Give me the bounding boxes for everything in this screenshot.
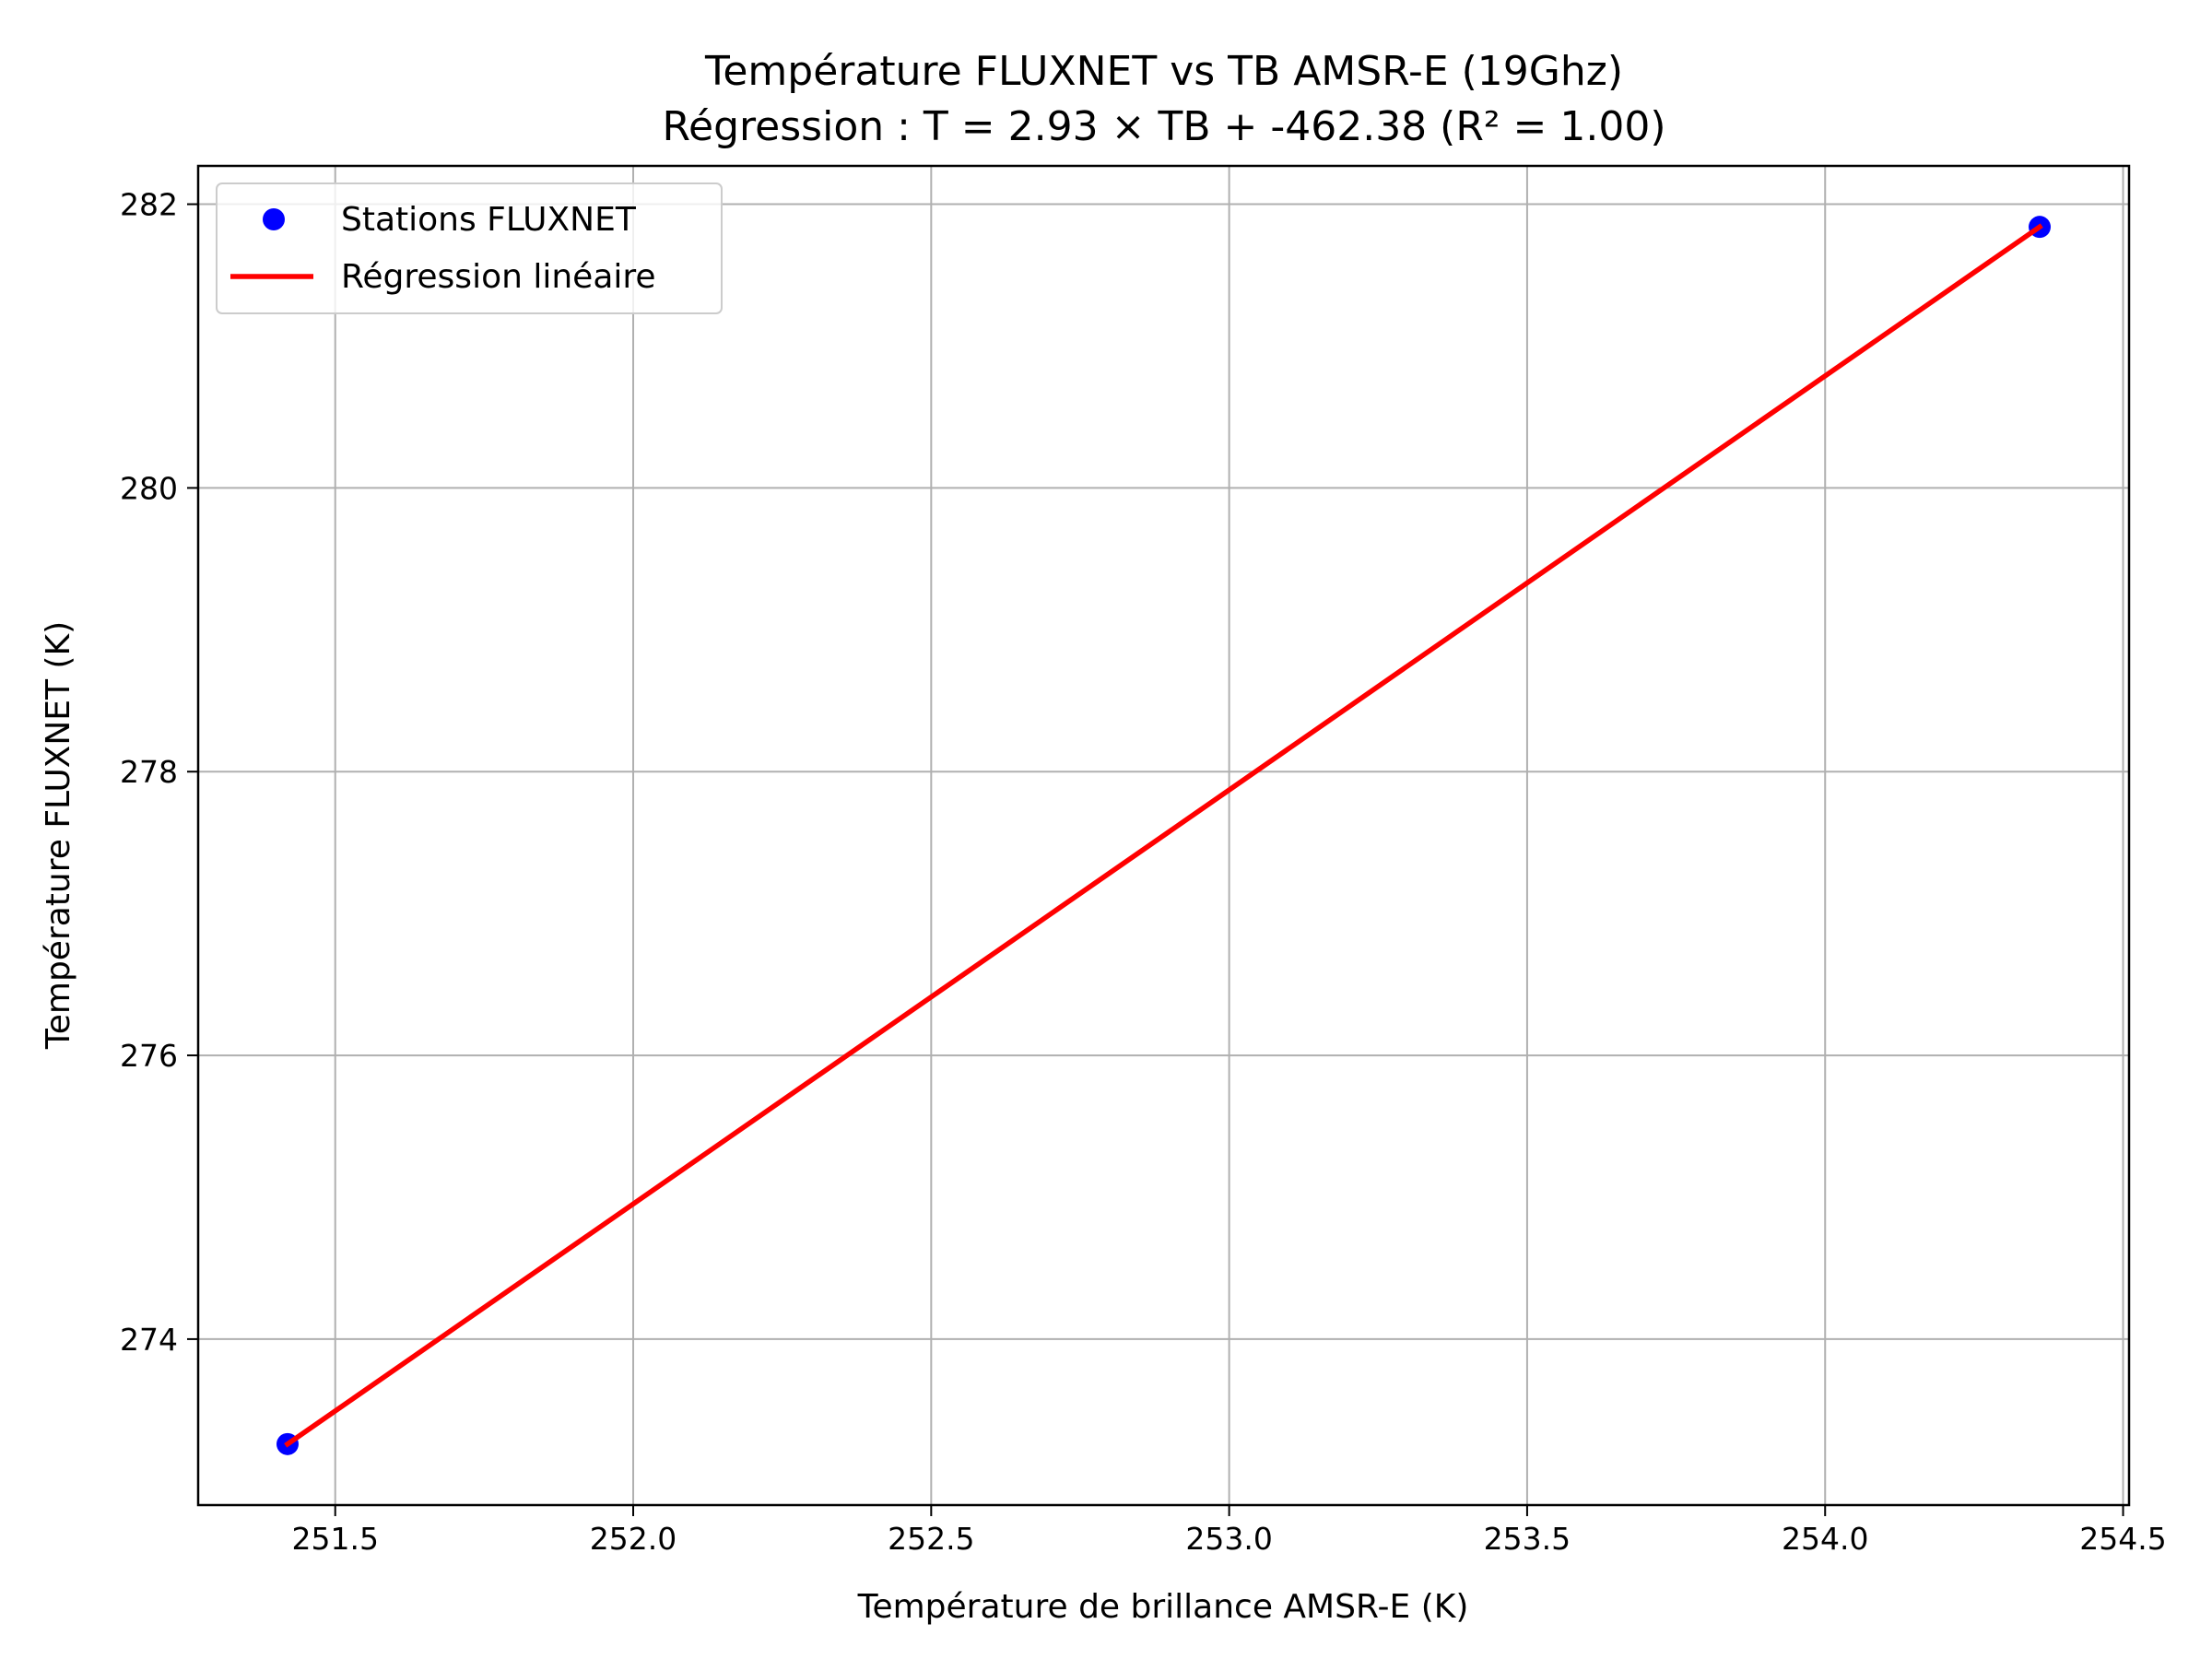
y-tick-label: 276	[120, 1038, 178, 1074]
legend-label-stations: Stations FLUXNET	[341, 201, 637, 239]
x-tick-label: 254.0	[1782, 1521, 1868, 1557]
regression-line	[284, 223, 2043, 1448]
x-tick-label: 252.5	[888, 1521, 974, 1557]
x-tick-label: 251.5	[291, 1521, 378, 1557]
x-tick-label: 254.5	[2079, 1521, 2166, 1557]
y-axis-label: Température FLUXNET (K)	[40, 621, 77, 1050]
y-tick-label: 280	[120, 470, 178, 506]
grid	[198, 166, 2129, 1505]
plot-series	[276, 216, 2052, 1455]
legend-box	[216, 182, 723, 314]
x-tick-label: 253.5	[1484, 1521, 1571, 1557]
plot-frame	[196, 164, 2131, 1507]
legend-marker-stations	[263, 208, 285, 230]
legend: Stations FLUXNET Régression linéaire	[216, 182, 723, 314]
chart-title: Température FLUXNET vs TB AMSR-E (19Ghz)	[704, 48, 1623, 95]
x-tick-label: 253.0	[1185, 1521, 1272, 1557]
axis-ticks: 251.5 252.0 252.5 253.0 253.5 254.0 254.5 274 27…	[120, 187, 2167, 1557]
chart-subtitle: Régression : T = 2.93 × TB + -462.38 (R²…	[662, 103, 1665, 150]
legend-label-regression: Régression linéaire	[341, 258, 656, 296]
x-tick-label: 252.0	[590, 1521, 677, 1557]
y-tick-label: 274	[120, 1322, 178, 1358]
y-tick-label: 278	[120, 754, 178, 790]
x-axis-label: Température de brillance AMSR-E (K)	[857, 1588, 1469, 1626]
y-tick-label: 282	[120, 187, 178, 223]
